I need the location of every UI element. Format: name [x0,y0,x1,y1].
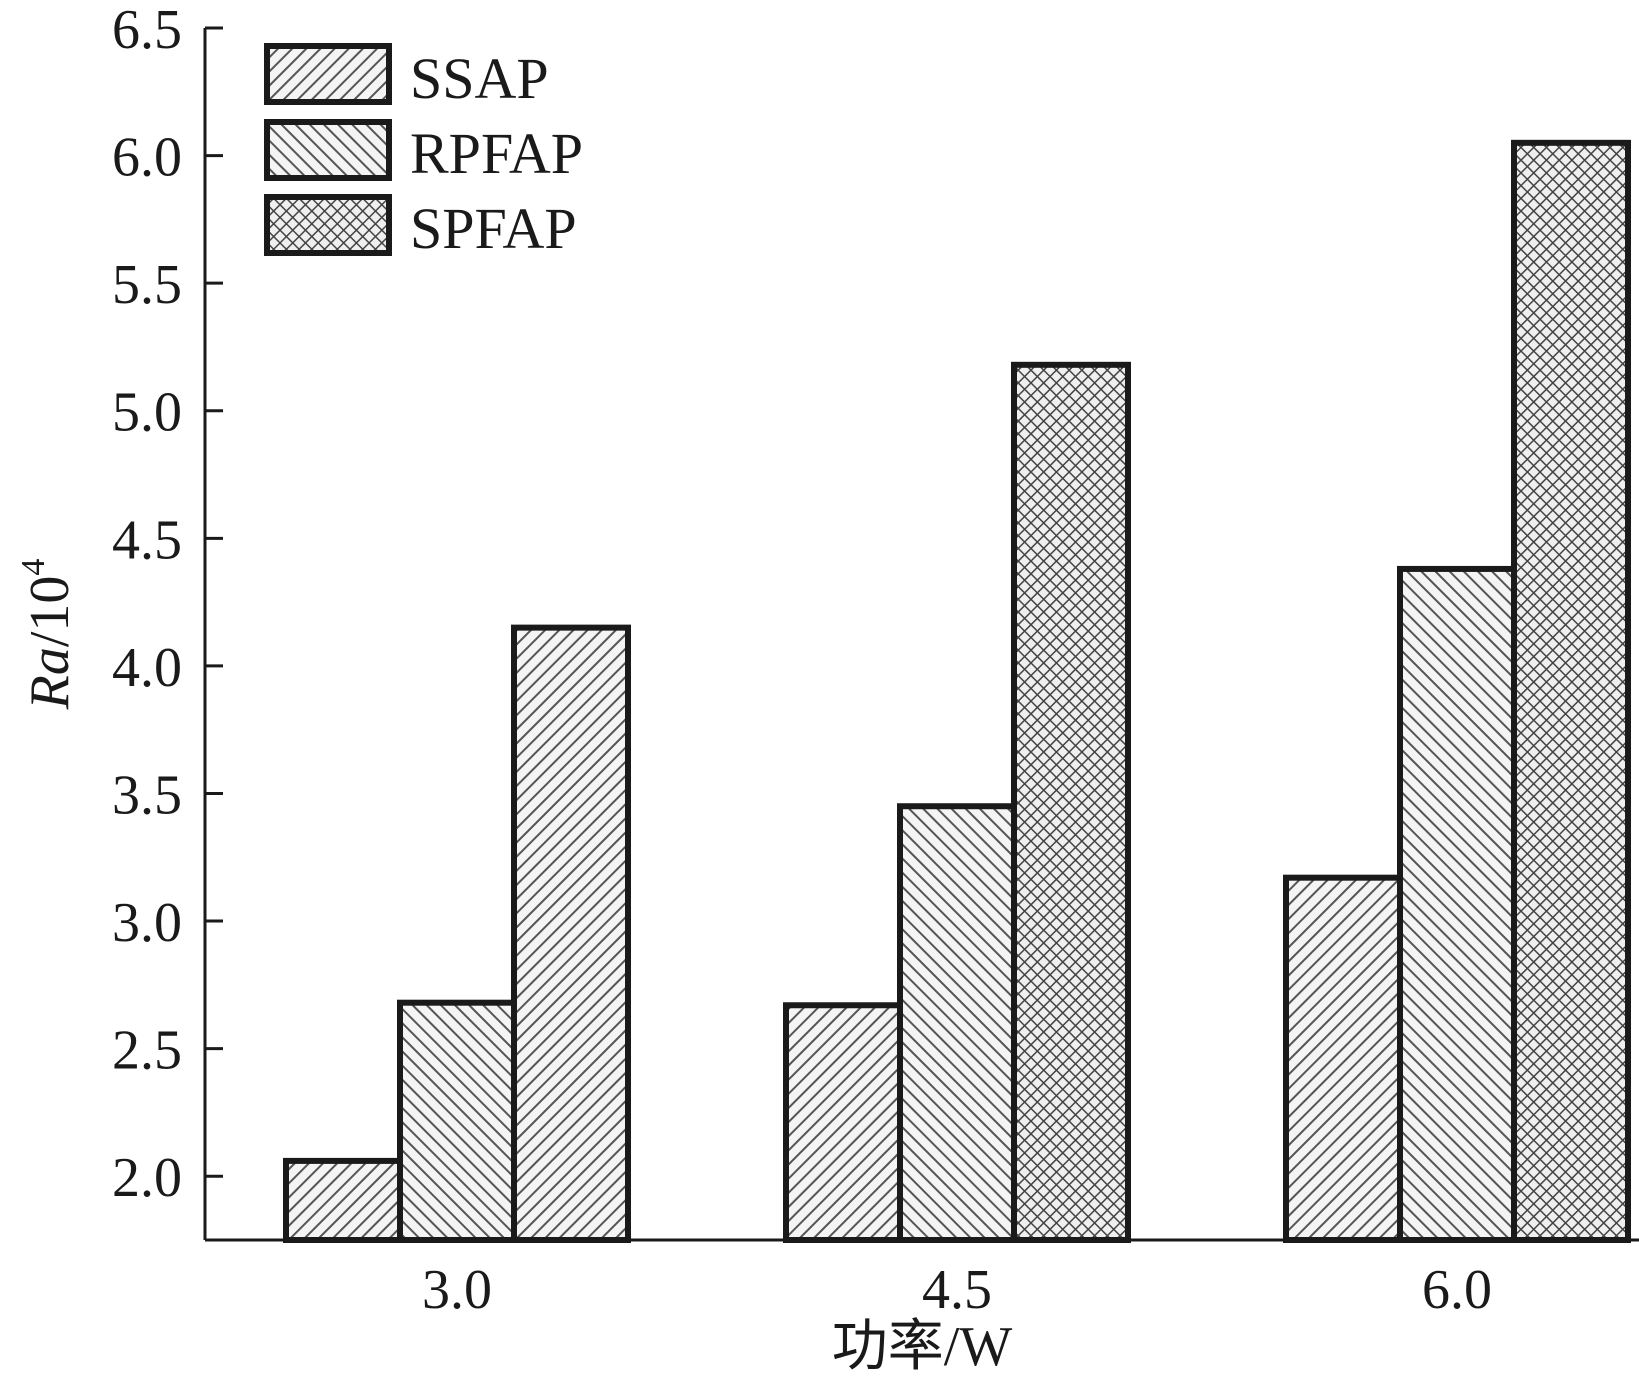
x-tick-label: 6.0 [1422,1259,1492,1321]
x-ticks-group: 3.0 4.5 6.0 [422,1259,1492,1321]
legend-label-ssap: SSAP [410,46,549,111]
y-tick-label: 6.5 [112,0,182,61]
x-tick-label: 4.5 [922,1259,992,1321]
legend-swatch-ssap [264,43,392,105]
bar-ssap-4.5 [783,1002,903,1244]
y-tick-label: 3.5 [112,764,182,826]
y-tick-label: 3.0 [112,892,182,954]
bar-spfap-6.0 [1511,139,1631,1244]
legend-swatch-spfap [264,194,392,256]
x-tick-label: 3.0 [422,1259,492,1321]
y-axis-title-main: Ra [19,647,81,710]
bar-spfap-4.5 [1011,361,1131,1243]
legend: SSAP RPFAP SPFAP [264,43,583,261]
bars-group [283,139,1631,1244]
legend-swatch-rpfap [264,119,392,181]
bar-rpfap-4.5 [897,803,1017,1243]
x-axis-title: 功率/W [832,1316,1013,1378]
y-ticks-group: 2.0 2.5 3.0 3.5 4.0 4.5 5.0 5.5 6.0 6.5 [112,0,223,1209]
y-tick-label: 4.5 [112,509,182,571]
y-tick-label: 5.5 [112,254,182,316]
bar-rpfap-6.0 [1397,565,1517,1243]
y-tick-label: 6.0 [112,127,182,189]
y-tick-label: 4.0 [112,637,182,699]
bar-ssap-6.0 [1283,874,1403,1243]
bar-rpfap-3.0 [397,999,517,1244]
y-axis-title: Ra/104 [15,559,81,711]
legend-label-rpfap: RPFAP [410,121,583,186]
y-tick-label: 2.5 [112,1020,182,1082]
y-axis-title-exponent: 4 [15,559,52,576]
y-tick-label: 2.0 [112,1147,182,1209]
y-tick-label: 5.0 [112,382,182,444]
y-axis-title-unit: /10 [19,576,81,648]
bar-extra-3.0 [511,624,631,1243]
legend-label-spfap: SPFAP [410,196,577,261]
bar-ssap-3.0 [283,1157,403,1243]
